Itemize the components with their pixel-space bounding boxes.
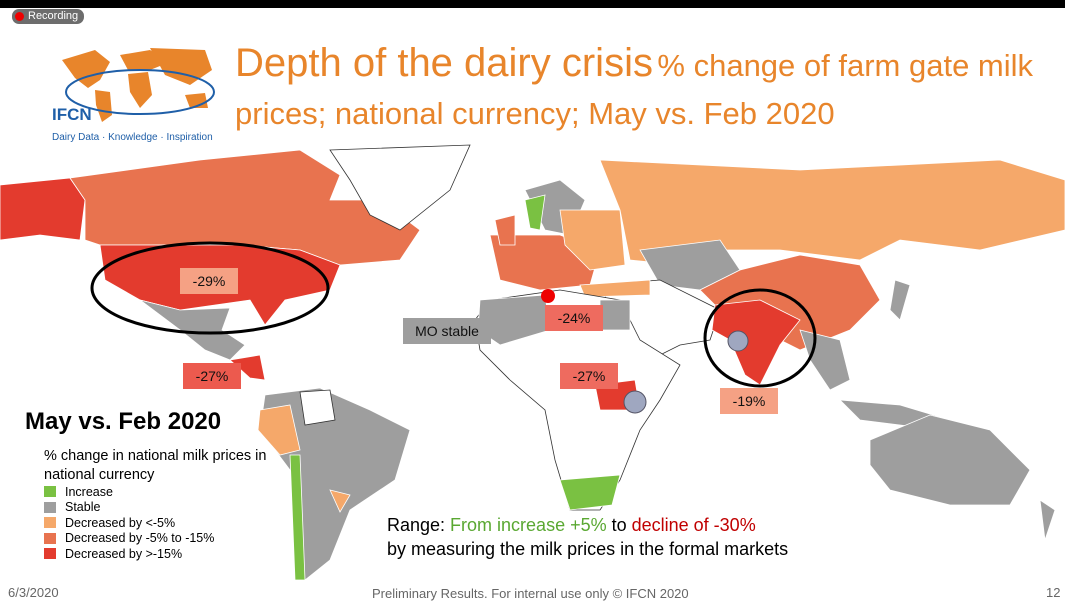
- india-highlight: [703, 288, 817, 388]
- recording-text: Recording: [28, 10, 79, 22]
- title: Depth of the dairy crisis: [235, 41, 653, 85]
- logo-globe: [62, 48, 215, 122]
- range-lead: Range:: [387, 515, 446, 535]
- map-label: MO stable: [403, 318, 491, 344]
- legend-item: Decreased by >-15%: [44, 546, 214, 562]
- legend-swatch: [44, 486, 56, 498]
- kenya-marker: [623, 390, 647, 414]
- footer-page: 12: [1046, 585, 1061, 600]
- subtitle: % change of farm gate milk prices; natio…: [235, 48, 1034, 131]
- legend-item: Increase: [44, 484, 214, 500]
- legend-label: Decreased by <-5%: [65, 515, 176, 530]
- range-text: Range: From increase +5% to decline of -30%…: [387, 513, 793, 561]
- legend-swatch: [44, 548, 56, 560]
- map-label: -19%: [720, 388, 778, 414]
- legend-caption: % change in national milk prices in nati…: [44, 448, 267, 483]
- range-decline: decline of -30%: [631, 515, 756, 535]
- india-marker: [727, 330, 749, 352]
- map-label: -27%: [560, 363, 618, 389]
- tunisia-dot: [541, 289, 555, 303]
- legend-label: Increase: [65, 484, 113, 499]
- legend-label: Decreased by >-15%: [65, 546, 183, 561]
- map-label: -27%: [183, 363, 241, 389]
- map-regions: [0, 144, 1065, 581]
- legend-item: Decreased by -5% to -15%: [44, 531, 214, 547]
- recording-badge: Recording: [12, 9, 85, 24]
- legend-swatch: [44, 517, 56, 529]
- map-label: -24%: [545, 305, 603, 331]
- range-to: to: [611, 515, 627, 535]
- logo-tagline: Dairy Data · Knowledge · Inspiration: [52, 132, 213, 143]
- logo-name: IFCN: [52, 105, 92, 124]
- legend-swatch: [44, 501, 56, 513]
- legend-label: Stable: [65, 500, 101, 515]
- legend-title: May vs. Feb 2020: [25, 408, 222, 435]
- recording-dot: [15, 12, 24, 21]
- map-label: -29%: [180, 268, 238, 294]
- header: Depth of the dairy crisis % change of fa…: [235, 42, 1065, 141]
- legend-swatch: [44, 532, 56, 544]
- usa-highlight: [90, 241, 330, 335]
- legend-item: Stable: [44, 500, 214, 516]
- legend-item: Decreased by <-5%: [44, 515, 214, 531]
- top-bar: [0, 0, 1065, 8]
- legend-label: Decreased by -5% to -15%: [65, 531, 215, 546]
- legend: Increase Stable Decreased by <-5% Decreased…: [44, 484, 214, 562]
- footer-date: 6/3/2020: [8, 585, 59, 600]
- footer-notice: Preliminary Results. For internal use on…: [372, 586, 689, 601]
- range-note: by measuring the milk prices in the form…: [387, 539, 789, 559]
- range-increase: From increase +5%: [450, 515, 607, 535]
